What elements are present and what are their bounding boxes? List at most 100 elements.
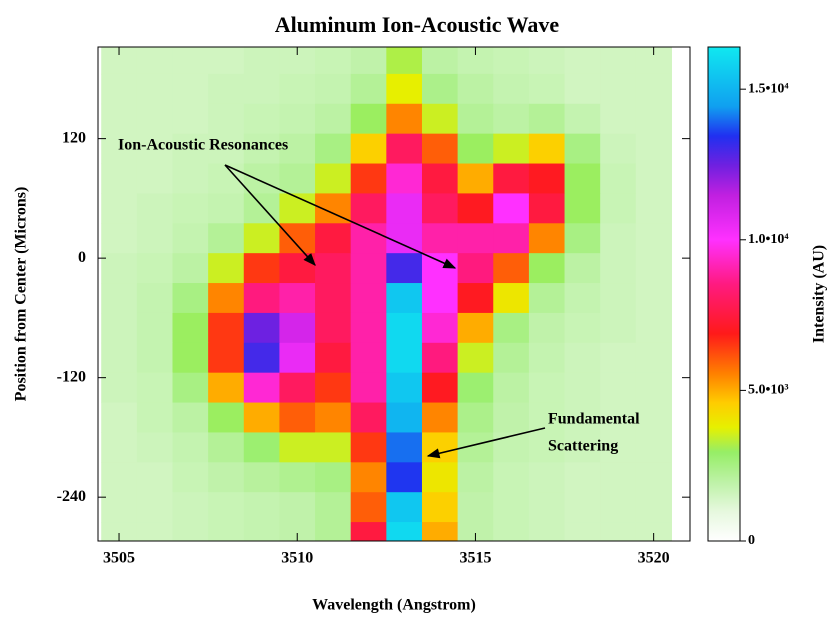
arrow (224, 164, 457, 269)
heatmap-cell (315, 133, 352, 165)
heatmap-cell (315, 163, 352, 194)
heatmap-cell (528, 283, 566, 314)
heatmap-cell (457, 312, 494, 344)
heatmap-cell (208, 163, 245, 194)
heatmap-cell (493, 432, 530, 463)
heatmap-cell (386, 522, 423, 541)
heatmap-cell (101, 372, 138, 404)
heatmap-cell (421, 522, 459, 541)
heatmap-cell (172, 253, 209, 284)
annotation: Fundamental (548, 411, 640, 428)
heatmap-cell (600, 432, 637, 463)
heatmap-cell (600, 253, 637, 284)
heatmap-cell (279, 223, 316, 254)
heatmap-cell (101, 283, 138, 314)
heatmap-cell (136, 253, 173, 284)
heatmap-cell (457, 73, 494, 105)
heatmap-cell (315, 312, 352, 344)
heatmap-cell (101, 253, 138, 284)
heatmap-cell (635, 103, 672, 135)
heatmap-cell (493, 133, 530, 165)
heatmap-cell (386, 47, 423, 75)
heatmap-cell (315, 372, 352, 404)
heatmap-cell (315, 522, 352, 541)
heatmap-cell (279, 253, 316, 284)
heatmap-cell (350, 462, 387, 493)
heatmap-cell (493, 522, 530, 541)
heatmap-cell (350, 312, 387, 344)
heatmap-cell (457, 492, 494, 523)
heatmap-cell (457, 283, 494, 314)
heatmap-cell (493, 223, 530, 254)
heatmap-cell (421, 253, 459, 284)
heatmap-cell (101, 312, 138, 344)
heatmap-cell (421, 73, 459, 105)
heatmap-cell (315, 73, 352, 105)
heatmap-cell (350, 73, 387, 105)
heatmap-cell (386, 253, 423, 284)
heatmap-cell (350, 492, 387, 523)
x-tick-label: 3520 (638, 550, 670, 567)
heatmap-cell (600, 223, 637, 254)
heatmap-cell (564, 492, 601, 523)
heatmap-cell (208, 47, 245, 75)
x-tick-label: 3505 (103, 550, 135, 567)
heatmap-cell (528, 253, 566, 284)
heatmap-cell (493, 462, 530, 493)
heatmap-cell (528, 193, 566, 224)
heatmap-cell (457, 402, 494, 433)
heatmap-cell (279, 402, 316, 433)
heatmap-cell (600, 462, 637, 493)
heatmap-cell (315, 402, 352, 433)
heatmap-cell (315, 492, 352, 523)
heatmap-cell (635, 312, 672, 344)
annotation: Ion-Acoustic Resonances (118, 137, 288, 154)
heatmap-cell (136, 103, 173, 135)
heatmap-cell (457, 522, 494, 541)
heatmap-cell (350, 342, 387, 374)
heatmap-cell (279, 193, 316, 224)
heatmap-cell (208, 522, 245, 541)
heatmap-cell (172, 342, 209, 374)
heatmap-cell (350, 253, 387, 284)
heatmap-cell (315, 462, 352, 493)
heatmap-cell (172, 432, 209, 463)
heatmap-cell (635, 253, 672, 284)
heatmap-cell (386, 342, 423, 374)
heatmap-cell (279, 163, 316, 194)
heatmap-cell (243, 133, 280, 165)
heatmap-cell (208, 103, 245, 135)
heatmap-cell (243, 492, 280, 523)
heatmap-cell (172, 462, 209, 493)
heatmap-cell (279, 342, 316, 374)
heatmap-cell (635, 342, 672, 374)
y-axis-label: Position from Center (Microns) (13, 187, 30, 402)
heatmap-cell (600, 342, 637, 374)
heatmap-cell (421, 47, 459, 75)
heatmap-cell (564, 133, 601, 165)
heatmap-cell (421, 103, 459, 135)
colorbar-tick-label: 1.5•10⁴ (748, 81, 789, 96)
heatmap-cell (172, 223, 209, 254)
heatmap-cell (208, 492, 245, 523)
heatmap-cell (386, 283, 423, 314)
heatmap-cell (421, 402, 459, 433)
heatmap-cell (350, 193, 387, 224)
heatmap-cell (172, 73, 209, 105)
heatmap-cell (243, 522, 280, 541)
heatmap-cell (350, 432, 387, 463)
heatmap-cell (136, 372, 173, 404)
heatmap-cell (457, 133, 494, 165)
heatmap-cell (493, 372, 530, 404)
heatmap-cell (350, 163, 387, 194)
heatmap-cell (350, 522, 387, 541)
heatmap-cell (600, 492, 637, 523)
heatmap-cell (136, 342, 173, 374)
heatmap-cell (421, 432, 459, 463)
heatmap-cell (136, 492, 173, 523)
heatmap-cell (350, 47, 387, 75)
heatmap-cell (101, 342, 138, 374)
heatmap-cell (528, 462, 566, 493)
heatmap-cell (243, 462, 280, 493)
colorbar-tick-label: 1.0•10⁴ (748, 232, 789, 247)
